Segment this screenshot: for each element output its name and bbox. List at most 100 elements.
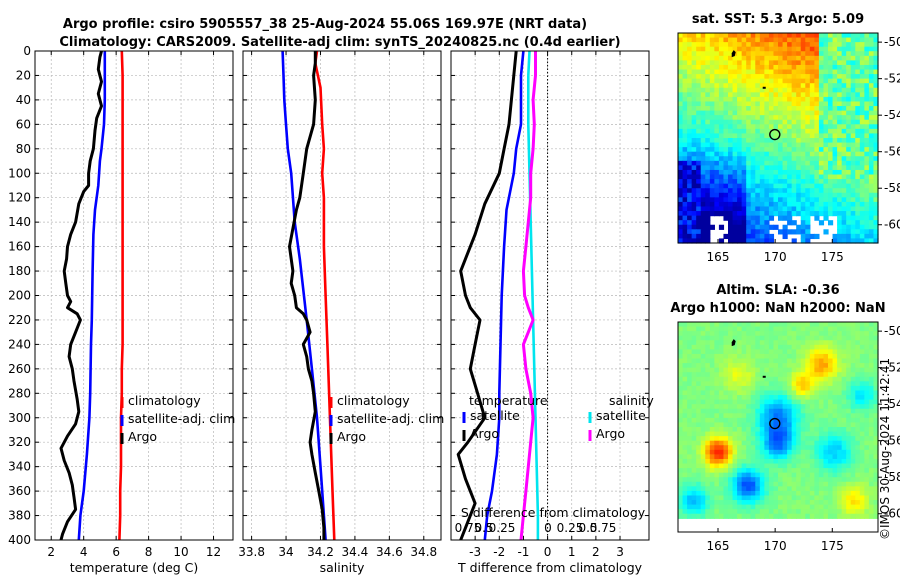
sst_map-cell: [846, 64, 852, 71]
sst_map-cell: [809, 138, 815, 144]
sst_map-cell: [832, 46, 838, 52]
sla_map-cell: [778, 358, 784, 364]
sst_map-cell: [700, 55, 706, 61]
sla_map-cell: [732, 513, 738, 519]
sst_map-cell: [782, 138, 788, 144]
sla_map-cell: [687, 436, 693, 442]
sla_map-cell: [800, 472, 806, 478]
sst_map-cell: [823, 106, 829, 112]
sla_map-cell: [787, 395, 793, 401]
sst_map-cell: [750, 197, 756, 203]
sst_map-cell: [755, 229, 761, 235]
sla-map-title-line1: Altim. SLA: -0.36: [716, 283, 839, 298]
sla_map-cell: [809, 440, 815, 446]
sla_map-cell: [746, 454, 752, 460]
sst_map-cell: [709, 74, 715, 80]
sst_map-cell: [718, 92, 725, 98]
sst_map-cell: [687, 133, 693, 139]
sla_map-cell: [759, 509, 765, 515]
sla_map-cell: [728, 381, 734, 387]
sla_map-cell: [855, 326, 861, 332]
sst_map-cell: [691, 229, 697, 235]
sst_map-cell: [705, 33, 711, 39]
sla_map-cell: [773, 335, 779, 341]
sst_map-cell: [868, 74, 875, 80]
sla_map-cell: [691, 404, 697, 410]
sst_map-cell: [723, 46, 729, 52]
sst_map-cell: [818, 151, 825, 157]
sla_map-cell: [837, 454, 843, 460]
sla_map-cell: [764, 390, 770, 396]
sst_map-cell: [832, 233, 838, 240]
sst_map-cell: [764, 160, 770, 166]
sla_map-cell: [746, 431, 752, 437]
sla_map-cell: [814, 477, 820, 483]
salinity-frame: [242, 50, 442, 541]
sla_map-cell: [846, 417, 852, 424]
depth-tick-label: 300: [8, 411, 31, 425]
sla_map-cell: [778, 427, 784, 433]
sst_map-cell: [718, 201, 725, 208]
sla_map-cell: [750, 468, 756, 474]
sla_map-cell: [723, 404, 729, 410]
sst_map-cell: [832, 183, 838, 189]
sst_map-cell: [737, 69, 743, 75]
sst_map-cell: [805, 115, 811, 121]
sla_map-cell: [818, 381, 825, 387]
sst_map-cell: [746, 51, 752, 57]
sla_map-cell: [709, 322, 715, 328]
sla_map-cell: [759, 385, 765, 392]
sst_map-cell: [728, 60, 734, 66]
sst_map-cell: [691, 78, 697, 84]
sla_map-cell: [809, 349, 815, 355]
sla_map-cell: [768, 449, 775, 455]
sst_map-cell: [873, 188, 879, 194]
sst_map-cell: [746, 64, 752, 71]
sst_map-cell: [764, 211, 770, 217]
sla_map-cell: [809, 344, 815, 350]
sla_map-cell: [837, 509, 843, 515]
sla_map-cell: [705, 322, 711, 328]
sla_map-cell: [873, 381, 879, 387]
sst_map-cell: [764, 169, 770, 176]
sst_map-cell: [773, 101, 779, 107]
sst_map-cell: [837, 128, 843, 135]
sla_map-cell: [809, 490, 815, 497]
sla_map-cell: [778, 399, 784, 405]
sla_map-cell: [691, 395, 697, 401]
sst_map-cell: [718, 106, 725, 112]
sla_map-cell: [846, 376, 852, 382]
sla_map-cell: [678, 358, 684, 364]
sla_map-cell: [746, 481, 752, 487]
sla_map-cell: [864, 376, 870, 382]
sst_map-cell: [728, 142, 734, 148]
sla_map-cell: [800, 500, 806, 506]
sla_map-cell: [814, 427, 820, 433]
sla_map-cell: [818, 353, 825, 360]
sla_map-cell: [737, 367, 743, 373]
sst_map-cell: [846, 169, 852, 176]
sla_map-cell: [787, 481, 793, 487]
sla_map-cell: [718, 413, 725, 419]
sst_map-cell: [837, 83, 843, 89]
sla_map-cell: [709, 349, 715, 355]
sst_map-cell: [759, 224, 765, 230]
sst_map-cell: [768, 101, 775, 107]
sla_map-cell: [778, 490, 784, 497]
sst_map-cell: [841, 165, 847, 171]
sla_map-cell: [814, 322, 820, 328]
sst_map-cell: [846, 69, 852, 75]
sla_map-cell: [755, 381, 761, 387]
sla_map-cell: [737, 363, 743, 369]
sla_map-cell: [778, 513, 784, 519]
sst_map-cell: [709, 165, 715, 171]
sst_map-cell: [846, 211, 852, 217]
sst_map-cell: [846, 183, 852, 189]
sst_map-cell: [868, 156, 875, 162]
sst_map-cell: [782, 211, 788, 217]
sla_map-cell: [678, 399, 684, 405]
sla_map-cell: [696, 477, 702, 483]
sla_map-cell: [823, 413, 829, 419]
sla_map-cell: [700, 340, 706, 346]
sst_map-cell: [837, 142, 843, 148]
